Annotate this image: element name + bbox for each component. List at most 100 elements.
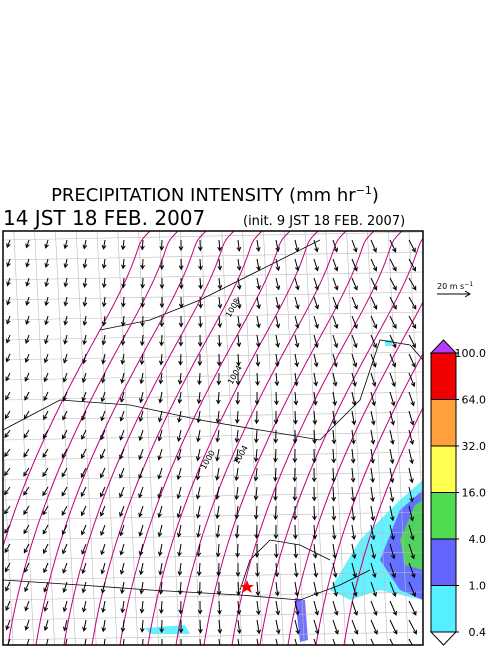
wind-arrow (236, 239, 242, 252)
colorbar-segment (430, 585, 457, 633)
wind-arrow (196, 429, 201, 443)
wind-arrow (292, 467, 298, 483)
wind-arrow (62, 581, 68, 594)
wind-arrow (139, 562, 144, 576)
wind-arrow (313, 638, 317, 645)
wind-arrow (23, 505, 30, 515)
wind-arrow (120, 581, 125, 595)
wind-arrow (176, 467, 182, 481)
wind-arrow (42, 429, 49, 440)
wind-arrow (63, 334, 68, 345)
wind-arrow (140, 277, 146, 289)
wind-arrow (101, 315, 107, 327)
wind-arrow (313, 353, 319, 368)
coastline (3, 569, 371, 601)
wind-arrow (331, 505, 337, 521)
wind-arrow (332, 296, 339, 310)
wind-arrow (101, 372, 106, 384)
wind-arrow (389, 581, 397, 598)
wind-arrow (389, 600, 397, 616)
wind-arrow (313, 296, 320, 310)
isobar (63, 231, 235, 645)
wind-arrow (351, 600, 358, 616)
wind-arrow (196, 410, 202, 424)
graticule (3, 351, 423, 361)
wind-arrow (332, 600, 339, 616)
wind-arrow (81, 391, 87, 403)
wind-arrow (199, 638, 201, 645)
wind-arrow (139, 619, 145, 633)
wind-arrow (370, 258, 378, 272)
wind-arrow (351, 296, 358, 310)
wind-arrow (370, 600, 378, 616)
wind-arrow (313, 258, 319, 272)
wind-arrow (331, 429, 337, 445)
wind-arrow (197, 600, 203, 615)
wind-arrow (294, 353, 299, 368)
wind-arrow (217, 239, 222, 252)
wind-scale-label: 20 m s−1 (437, 281, 473, 291)
wind-arrow (82, 619, 87, 632)
wind-arrow (275, 619, 281, 635)
wind-arrow (236, 277, 242, 290)
wind-arrow (408, 258, 417, 272)
wind-arrow (332, 334, 339, 349)
graticule (3, 631, 423, 641)
wind-arrow (138, 448, 144, 461)
wind-arrow (157, 410, 163, 423)
graticule (3, 611, 423, 621)
wind-arrow (177, 581, 183, 596)
wind-arrow (121, 296, 126, 308)
wind-arrow (408, 543, 415, 560)
wind-arrow (408, 429, 415, 446)
wind-arrow (25, 638, 30, 645)
wind-arrow (294, 581, 300, 597)
colorbar-segment (430, 538, 457, 586)
wind-arrow (389, 524, 395, 541)
wind-arrow (178, 600, 184, 615)
wind-arrow (370, 581, 377, 598)
wind-arrow (195, 448, 201, 462)
graticule (325, 231, 347, 645)
wind-arrow (273, 429, 279, 444)
wind-arrow (313, 581, 319, 597)
wind-arrow (234, 524, 240, 539)
wind-arrow (370, 334, 377, 349)
wind-arrow (4, 429, 11, 439)
wind-arrow (332, 543, 338, 559)
wind-arrow (351, 277, 358, 291)
wind-arrow (62, 562, 68, 574)
wind-arrow (5, 638, 11, 645)
wind-arrow (139, 581, 145, 595)
wind-arrow (255, 353, 261, 367)
wind-arrow (4, 467, 11, 477)
isobar-label: 1004 (232, 444, 250, 466)
wind-arrow (313, 619, 320, 635)
wind-arrow (234, 505, 240, 520)
wind-arrow (255, 562, 260, 578)
wind-arrow (313, 239, 319, 253)
wind-arrow (6, 296, 11, 306)
wind-arrow (99, 486, 106, 498)
wind-arrow (101, 277, 107, 289)
wind-arrow (273, 543, 279, 559)
wind-arrow (120, 353, 126, 365)
wind-arrow (157, 543, 163, 557)
wind-arrow (215, 524, 221, 539)
wind-arrow (158, 372, 164, 385)
wind-arrow (255, 239, 261, 253)
wind-arrow (176, 505, 182, 519)
wind-arrow (370, 410, 376, 426)
wind-arrow (139, 600, 145, 614)
wind-arrow (5, 581, 11, 592)
wind-arrow (157, 448, 163, 461)
wind-arrow (158, 391, 163, 404)
wind-arrow (216, 353, 222, 367)
wind-arrow (273, 524, 279, 540)
wind-arrow (234, 467, 240, 482)
graticule (3, 431, 14, 645)
wind-arrow (408, 391, 415, 407)
wind-arrow (62, 600, 68, 613)
init-time: (init. 9 JST 18 FEB. 2007) (243, 214, 405, 229)
